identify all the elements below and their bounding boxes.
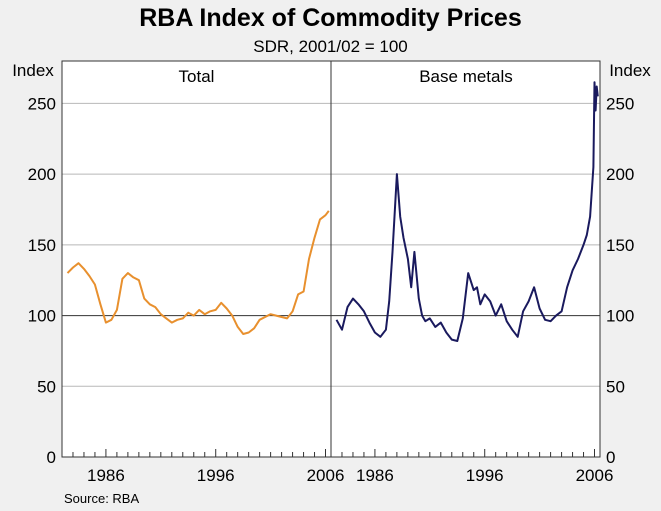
y-tick-left-250: 250: [28, 94, 56, 113]
y-tick-right-250: 250: [606, 94, 634, 113]
ticks-layer: 0 0 50 50 100 100 150 150 200 200 250 250 1986 1996 20…: [28, 94, 635, 485]
x-tick-label-0-2006: 2006: [307, 466, 345, 485]
y-tick-right-100: 100: [606, 307, 634, 326]
y-tick-left-150: 150: [28, 236, 56, 255]
y-tick-left-100: 100: [28, 307, 56, 326]
y-tick-right-0: 0: [606, 448, 615, 467]
panel-title-total: Total: [179, 67, 215, 86]
y-tick-right-150: 150: [606, 236, 634, 255]
panel-title-base-metals: Base metals: [419, 67, 513, 86]
series-line-base-metals: [335, 81, 599, 342]
y-tick-left-50: 50: [37, 377, 56, 396]
y-tick-right-50: 50: [606, 377, 625, 396]
x-tick-label-1-2006: 2006: [576, 466, 614, 485]
x-tick-label-1-1996: 1996: [466, 466, 504, 485]
x-tick-label-1-1986: 1986: [356, 466, 394, 485]
y-axis-unit-right: Index: [609, 61, 651, 80]
y-axis-unit-left: Index: [12, 61, 54, 80]
series-layer: [66, 81, 599, 342]
series-line-total: [66, 210, 330, 335]
chart-title: RBA Index of Commodity Prices: [139, 4, 521, 32]
x-tick-label-0-1986: 1986: [87, 466, 125, 485]
y-tick-right-200: 200: [606, 165, 634, 184]
source-note: Source: RBA: [64, 491, 139, 506]
y-tick-left-0: 0: [47, 448, 56, 467]
x-tick-label-0-1996: 1996: [197, 466, 235, 485]
chart-subtitle: SDR, 2001/02 = 100: [253, 37, 408, 56]
y-tick-left-200: 200: [28, 165, 56, 184]
